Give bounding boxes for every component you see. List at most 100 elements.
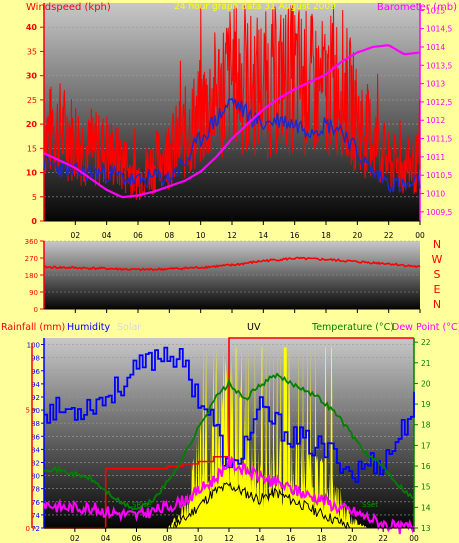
climate-xtick-label: 18 (317, 534, 327, 543)
humidity-ytick-label: 84 (31, 446, 40, 454)
humidity-ytick-label: 74 (31, 512, 40, 520)
temperature-ytick-label: 15 (421, 483, 431, 492)
baro-ytick-label: 1013 (426, 80, 445, 89)
wind-xtick-label: 14 (259, 231, 269, 240)
compass-label: W (432, 253, 443, 266)
temperature-legend: Temperature (°C) (311, 322, 394, 333)
humidity-ytick-label: 96 (31, 368, 40, 376)
humidity-ytick-label: 98 (31, 355, 40, 363)
baro-ytick-label: 1011 (426, 153, 445, 162)
wind-xtick-label: 08 (165, 231, 175, 240)
wind-ytick-label: 0 (31, 217, 37, 226)
humidity-ytick-label: 78 (31, 486, 40, 494)
temperature-ytick-label: 19 (421, 400, 431, 409)
wind-ytick-label: 15 (27, 144, 37, 153)
climate-xtick-label: 22 (378, 534, 388, 543)
wind-xtick-label: 12 (227, 231, 237, 240)
climate-xtick-label: 12 (224, 534, 234, 543)
climate-xtick-label: 16 (286, 534, 296, 543)
uv-legend: UV (247, 322, 261, 333)
temperature-ytick-label: 14 (421, 503, 431, 512)
wind-xtick-label: 02 (71, 231, 81, 240)
humidity-ytick-label: 100 (27, 342, 40, 350)
wind-xtick-label: 18 (321, 231, 331, 240)
climate-xtick-label: 06 (132, 534, 142, 543)
sunrise-label: SRise (132, 501, 151, 509)
climate-xtick-label: 20 (348, 534, 358, 543)
wind-ytick-label: 25 (27, 96, 37, 105)
compass-label: E (434, 283, 441, 296)
wind-xtick-label: 20 (353, 231, 363, 240)
dewpoint-legend: Dew Point (°C) (392, 322, 459, 333)
temperature-series (43, 372, 414, 511)
wind-xtick-label: 16 (290, 231, 300, 240)
climate-xtick-label: 02 (70, 534, 80, 543)
wind-direction-series (43, 256, 421, 272)
baro-ytick-label: 1015 (426, 6, 445, 15)
rainfall-ytick-label: 5 (26, 406, 30, 414)
baro-ytick-label: 1013,5 (426, 61, 452, 70)
baro-ytick-label: 1012,5 (426, 98, 452, 107)
baro-ytick-label: 1011,5 (426, 135, 452, 144)
wind-xtick-label: 22 (384, 231, 394, 240)
humidity-ytick-label: 90 (31, 407, 40, 415)
wind-plot-area (44, 3, 420, 221)
baro-ytick-label: 1014,5 (426, 25, 452, 34)
humidity-ytick-label: 88 (31, 420, 40, 428)
wind-xtick-label: 04 (102, 231, 112, 240)
wind-ytick-label: 35 (27, 47, 37, 56)
rainfall-series (44, 337, 414, 529)
baro-ytick-label: 1009,5 (426, 208, 452, 217)
wind-xtick-label: 06 (133, 231, 143, 240)
climate-xtick-label: 08 (163, 534, 173, 543)
wind-ytick-label: 10 (26, 169, 38, 178)
wind-xtick-label: 00 (415, 231, 425, 240)
rainfall-ytick-label: 0 (26, 525, 30, 533)
temperature-ytick-label: 16 (421, 462, 431, 471)
direction-ytick-label: 270 (25, 255, 38, 263)
baro-ytick-label: 1010,5 (426, 171, 452, 180)
wind-ytick-label: 5 (32, 193, 37, 202)
temperature-ytick-label: 20 (421, 379, 431, 388)
sunset-label: SSet (362, 501, 378, 509)
compass-label: N (433, 298, 441, 311)
climate-xtick-label: 10 (193, 534, 203, 543)
wind-ytick-label: 30 (26, 72, 38, 81)
direction-ytick-label: 180 (25, 272, 38, 280)
humidity-ytick-label: 82 (31, 459, 40, 467)
solar-series (44, 347, 414, 528)
humidity-ytick-label: 92 (31, 394, 40, 402)
humidity-ytick-label: 86 (31, 433, 40, 441)
temperature-ytick-label: 17 (421, 441, 431, 450)
humidity-ytick-label: 72 (31, 525, 40, 533)
humidity-legend: Humidity (67, 322, 110, 333)
humidity-ytick-label: 94 (31, 381, 40, 389)
wind-axis-title: Windspeed (kph) (26, 2, 111, 13)
direction-ytick-label: 90 (29, 289, 38, 297)
baro-ytick-label: 1010 (426, 190, 445, 199)
humidity-ytick-label: 76 (31, 499, 40, 507)
temperature-ytick-label: 13 (421, 524, 431, 533)
rainfall-legend: Rainfall (mm) (1, 322, 65, 333)
wind-xtick-label: 10 (196, 231, 206, 240)
climate-xtick-label: 00 (409, 534, 419, 543)
baro-ytick-label: 1014 (426, 43, 445, 52)
baro-axis-title: Barometer (mb) (377, 2, 457, 13)
barometer-series (43, 44, 421, 199)
dewpoint-series (43, 455, 415, 535)
temperature-ytick-label: 21 (421, 359, 431, 368)
wind-ytick-label: 40 (26, 23, 38, 32)
baro-ytick-label: 1012 (426, 116, 445, 125)
climate-xtick-label: 14 (255, 534, 265, 543)
direction-ytick-label: 0 (34, 306, 38, 314)
compass-label: S (434, 268, 441, 281)
direction-ytick-label: 360 (25, 238, 38, 246)
climate-xtick-label: 04 (101, 534, 111, 543)
solar-legend: Solar (117, 322, 141, 333)
humidity-ytick-label: 80 (31, 473, 40, 481)
wind-ytick-label: 20 (26, 120, 38, 129)
wind-average-series (43, 97, 421, 194)
chart-title: 24 hour graph data 31 August 2009 (174, 2, 336, 12)
